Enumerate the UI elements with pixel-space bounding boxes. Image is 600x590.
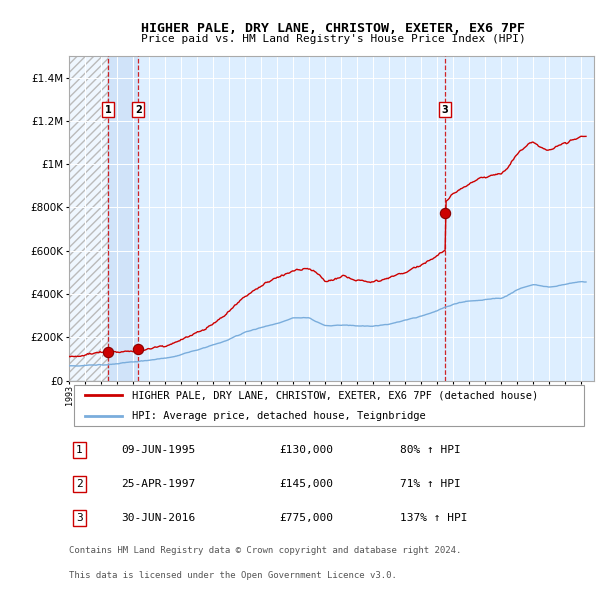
Bar — [108, 56, 138, 381]
Text: 2: 2 — [76, 479, 83, 489]
Text: £145,000: £145,000 — [279, 479, 333, 489]
Point — [440, 208, 450, 218]
Text: 80% ↑ HPI: 80% ↑ HPI — [400, 445, 461, 455]
Text: This data is licensed under the Open Government Licence v3.0.: This data is licensed under the Open Gov… — [69, 571, 397, 580]
Text: 09-JUN-1995: 09-JUN-1995 — [121, 445, 196, 455]
Point — [133, 345, 143, 354]
Text: HIGHER PALE, DRY LANE, CHRISTOW, EXETER, EX6 7PF: HIGHER PALE, DRY LANE, CHRISTOW, EXETER,… — [141, 22, 525, 35]
FancyBboxPatch shape — [74, 385, 583, 426]
Text: 1: 1 — [104, 104, 112, 114]
Text: 1: 1 — [76, 445, 83, 455]
Text: Price paid vs. HM Land Registry's House Price Index (HPI): Price paid vs. HM Land Registry's House … — [140, 34, 526, 44]
Text: £775,000: £775,000 — [279, 513, 333, 523]
Text: Contains HM Land Registry data © Crown copyright and database right 2024.: Contains HM Land Registry data © Crown c… — [69, 546, 461, 556]
Text: 71% ↑ HPI: 71% ↑ HPI — [400, 479, 461, 489]
Bar — [69, 56, 108, 381]
Text: £130,000: £130,000 — [279, 445, 333, 455]
Point — [103, 348, 113, 357]
Text: HPI: Average price, detached house, Teignbridge: HPI: Average price, detached house, Teig… — [132, 411, 426, 421]
Text: 2: 2 — [135, 104, 142, 114]
Text: 3: 3 — [442, 104, 449, 114]
Text: 3: 3 — [76, 513, 83, 523]
Text: 137% ↑ HPI: 137% ↑ HPI — [400, 513, 467, 523]
Text: HIGHER PALE, DRY LANE, CHRISTOW, EXETER, EX6 7PF (detached house): HIGHER PALE, DRY LANE, CHRISTOW, EXETER,… — [132, 391, 538, 401]
Text: 25-APR-1997: 25-APR-1997 — [121, 479, 196, 489]
Text: 30-JUN-2016: 30-JUN-2016 — [121, 513, 196, 523]
Bar — [69, 56, 108, 381]
